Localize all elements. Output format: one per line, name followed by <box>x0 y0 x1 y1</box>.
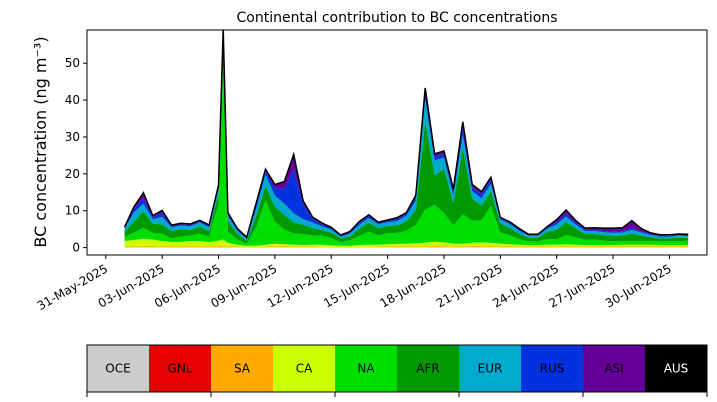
total-line-group <box>123 29 689 239</box>
area-sa <box>124 246 689 248</box>
legend-label-eur: EUR <box>478 362 503 376</box>
legend-label-gnl: GNL <box>168 362 193 376</box>
legend-swatch-ca <box>273 345 335 392</box>
plot-frame <box>86 29 708 256</box>
legend-frame <box>86 344 708 393</box>
area-rus <box>124 31 689 239</box>
legend-label-rus: RUS <box>540 362 565 376</box>
area-ca <box>124 238 689 247</box>
legend-swatch-oce <box>87 345 149 392</box>
legend-swatch-rus <box>521 345 583 392</box>
y-tick-label: 30 <box>65 130 80 144</box>
legend-label-oce: OCE <box>105 362 130 376</box>
legend-label-afr: AFR <box>416 362 439 376</box>
y-tick-label: 50 <box>65 56 80 70</box>
y-tick-label: 0 <box>72 241 80 255</box>
chart-title: Continental contribution to BC concentra… <box>236 10 557 26</box>
y-axis-label: BC concentration (ng m⁻³) <box>31 36 50 247</box>
legend-swatch-eur <box>459 345 521 392</box>
area-asi <box>124 29 689 238</box>
y-axis: 0 10 20 30 40 50 <box>65 56 87 255</box>
legend-swatch-sa <box>211 345 273 392</box>
area-eur <box>124 34 689 241</box>
legend-colorbar: OCE GNL SA CA NA AFR EUR RUS ASI AUS <box>86 344 708 397</box>
total-line <box>123 29 689 239</box>
x-axis: 31-May-202503-Jun-202506-Jun-202509-Jun-… <box>35 255 674 313</box>
area-aus <box>124 29 689 238</box>
legend-label-sa: SA <box>234 362 251 376</box>
legend-swatch-aus <box>645 345 707 392</box>
legend-swatch-asi <box>583 345 645 392</box>
legend-label-aus: AUS <box>664 362 689 376</box>
y-tick-label: 20 <box>65 167 80 181</box>
y-tick-label: 40 <box>65 93 80 107</box>
legend-swatch-afr <box>397 345 459 392</box>
legend-label-na: NA <box>357 362 375 376</box>
legend-label-ca: CA <box>296 362 313 376</box>
area-afr <box>124 42 689 244</box>
legend-swatch-gnl <box>149 345 211 392</box>
stacked-areas <box>124 29 689 248</box>
legend-label-asi: ASI <box>604 362 623 376</box>
legend-swatch-na <box>335 345 397 392</box>
y-tick-label: 10 <box>65 204 80 218</box>
